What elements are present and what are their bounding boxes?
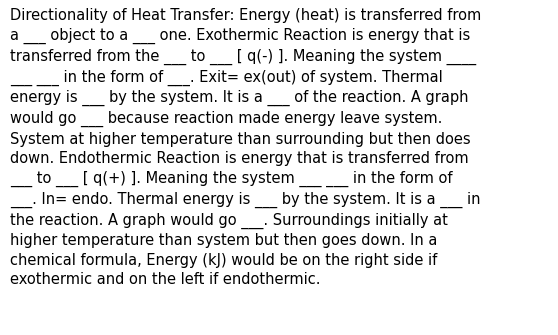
Text: Directionality of Heat Transfer: Energy (heat) is transferred from
a ___ object : Directionality of Heat Transfer: Energy … [10, 8, 482, 287]
